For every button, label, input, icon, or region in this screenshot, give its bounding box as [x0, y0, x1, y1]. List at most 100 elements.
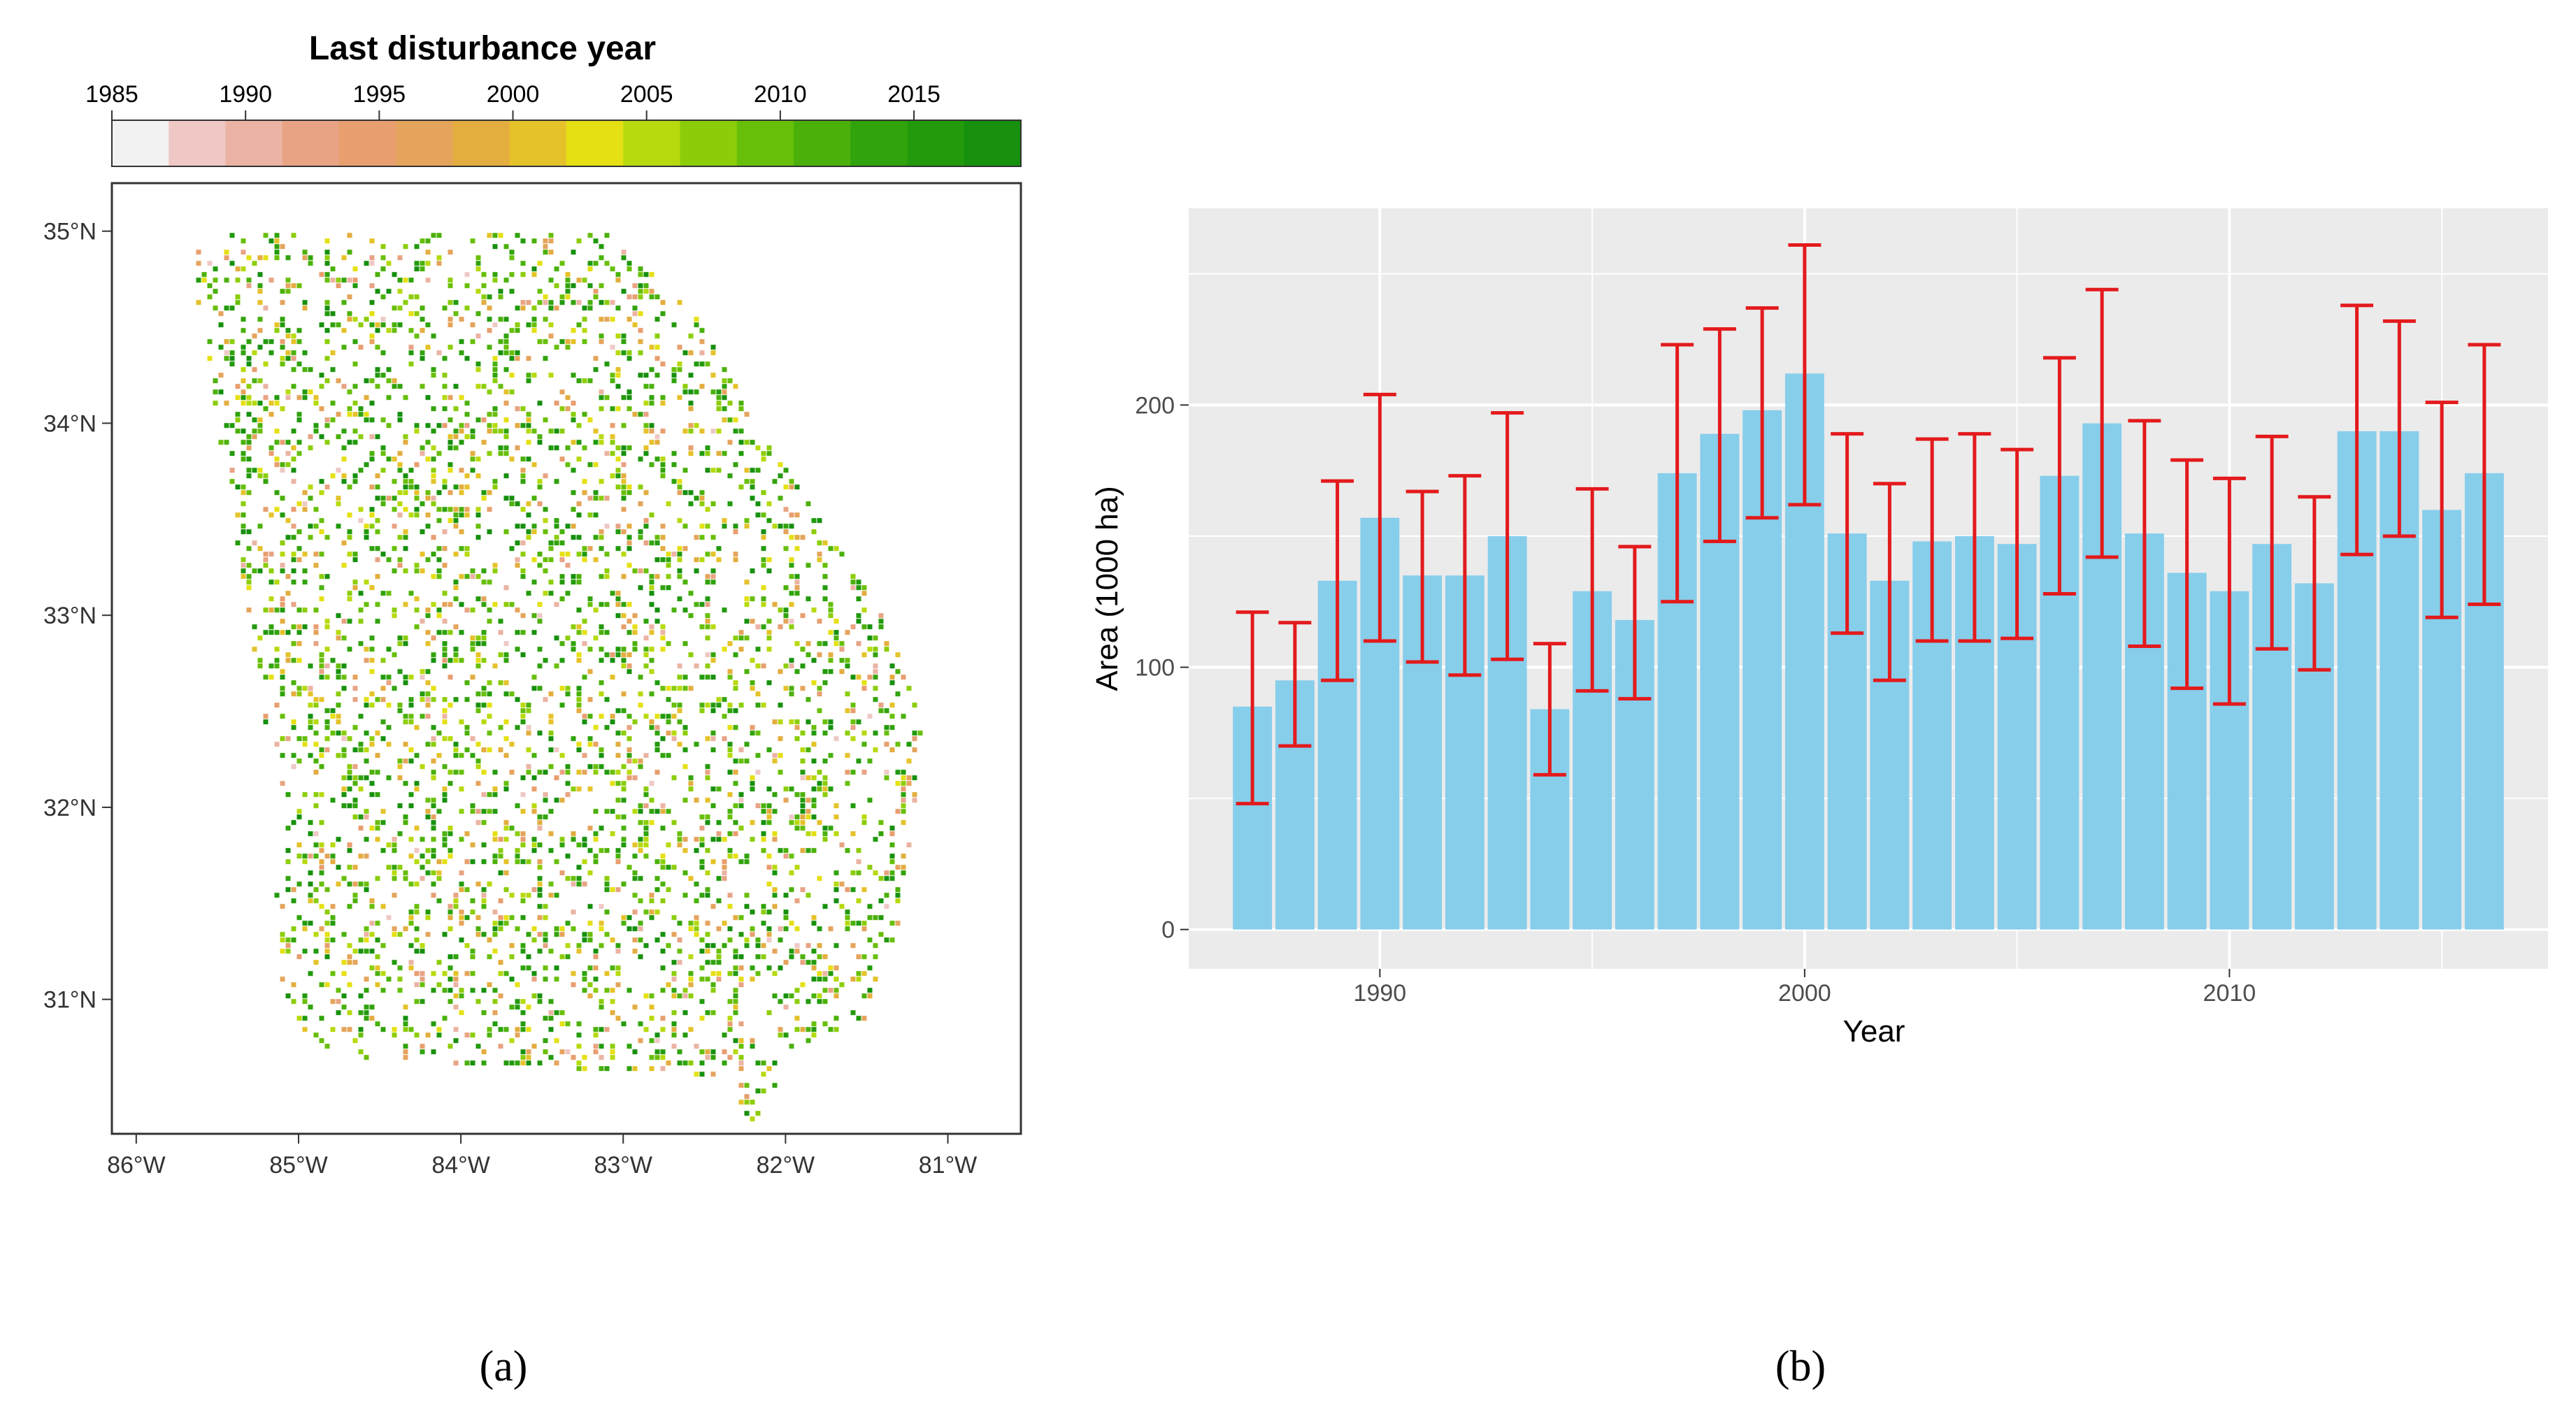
map-pixel	[822, 904, 828, 909]
map-pixel	[431, 826, 436, 831]
map-pixel	[291, 725, 296, 730]
map-pixel	[503, 921, 509, 926]
map-pixel	[408, 484, 414, 490]
map-pixel	[688, 423, 694, 428]
map-pixel	[548, 305, 554, 311]
map-pixel	[436, 607, 442, 613]
map-pixel	[296, 557, 302, 563]
map-pixel	[811, 658, 817, 663]
map-pixel	[453, 300, 459, 305]
map-pixel	[559, 641, 565, 647]
map-pixel	[492, 1021, 498, 1027]
map-pixel	[296, 501, 302, 507]
map-pixel	[403, 440, 408, 445]
map-pixel	[319, 792, 324, 798]
map-pixel	[280, 736, 285, 742]
map-pixel	[559, 389, 565, 395]
map-pixel	[263, 361, 269, 367]
map-pixel	[420, 714, 425, 719]
map-pixel	[520, 524, 526, 529]
map-pixel	[822, 954, 828, 960]
map-pixel	[358, 507, 364, 512]
map-pixel	[520, 915, 526, 921]
map-pixel	[431, 697, 436, 703]
map-pixel	[615, 652, 621, 658]
map-pixel	[867, 714, 873, 719]
map-pixel	[487, 747, 492, 753]
map-pixel	[789, 479, 794, 484]
map-pixel	[246, 440, 252, 445]
map-pixel	[308, 971, 313, 977]
map-pixel	[414, 786, 420, 792]
error-bar-1991	[1405, 489, 1439, 664]
map-pixel	[475, 758, 481, 764]
map-pixel	[878, 915, 884, 921]
map-pixel	[565, 943, 571, 949]
map-pixel	[643, 803, 649, 809]
map-pixel	[660, 932, 666, 937]
map-pixel	[425, 814, 431, 820]
map-pixel	[727, 926, 733, 932]
map-pixel	[442, 736, 448, 742]
map-pixel	[554, 445, 559, 451]
map-pixel	[386, 423, 392, 428]
map-pixel	[576, 1021, 582, 1027]
map-pixel	[677, 518, 682, 524]
map-pixel	[515, 356, 520, 361]
map-pixel	[632, 311, 638, 317]
map-pixel	[241, 250, 246, 255]
map-pixel	[654, 574, 660, 579]
map-pixel	[761, 904, 766, 909]
map-pixel	[526, 725, 531, 730]
map-pixel	[442, 384, 448, 389]
map-pixel	[453, 742, 459, 747]
map-pixel	[649, 574, 654, 579]
map-pixel	[431, 602, 436, 607]
map-pixel	[274, 579, 280, 585]
map-pixel	[571, 300, 576, 305]
map-pixel	[610, 451, 615, 456]
map-pixel	[431, 635, 436, 641]
map-pixel	[252, 261, 257, 266]
map-pixel	[610, 345, 615, 350]
map-pixel	[582, 557, 587, 563]
map-pixel	[817, 876, 822, 881]
map-pixel	[431, 473, 436, 479]
map-pixel	[302, 993, 308, 999]
map-pixel	[475, 333, 481, 339]
map-pixel	[291, 937, 296, 943]
map-pixel	[638, 412, 643, 417]
map-pixel	[425, 809, 431, 814]
map-pixel	[839, 641, 845, 647]
map-pixel	[677, 490, 682, 496]
map-pixel	[324, 982, 330, 988]
map-pixel	[833, 943, 839, 949]
map-pixel	[576, 238, 582, 244]
map-pixel	[386, 395, 392, 401]
map-pixel	[682, 747, 688, 753]
map-pixel	[448, 345, 453, 350]
map-pixel	[828, 753, 833, 758]
map-pixel	[621, 289, 627, 294]
map-pixel	[867, 904, 873, 909]
map-pixel	[722, 395, 727, 401]
map-pixel	[459, 440, 464, 445]
map-pixel	[358, 1010, 364, 1016]
map-pixel	[878, 708, 884, 714]
map-pixel	[671, 462, 677, 468]
map-pixel	[867, 865, 873, 870]
map-pixel	[531, 809, 537, 814]
map-pixel	[694, 932, 699, 937]
map-frame	[110, 182, 1022, 1135]
map-pixel	[448, 434, 453, 440]
map-pixel	[727, 742, 733, 747]
map-pixel	[503, 870, 509, 876]
map-pixel	[778, 999, 783, 1004]
map-pixel	[632, 568, 638, 574]
map-pixel	[559, 261, 565, 266]
map-pixel	[475, 663, 481, 669]
map-pixel	[403, 870, 408, 876]
map-pixel	[548, 1027, 554, 1032]
map-pixel	[682, 389, 688, 395]
map-pixel	[375, 322, 380, 328]
